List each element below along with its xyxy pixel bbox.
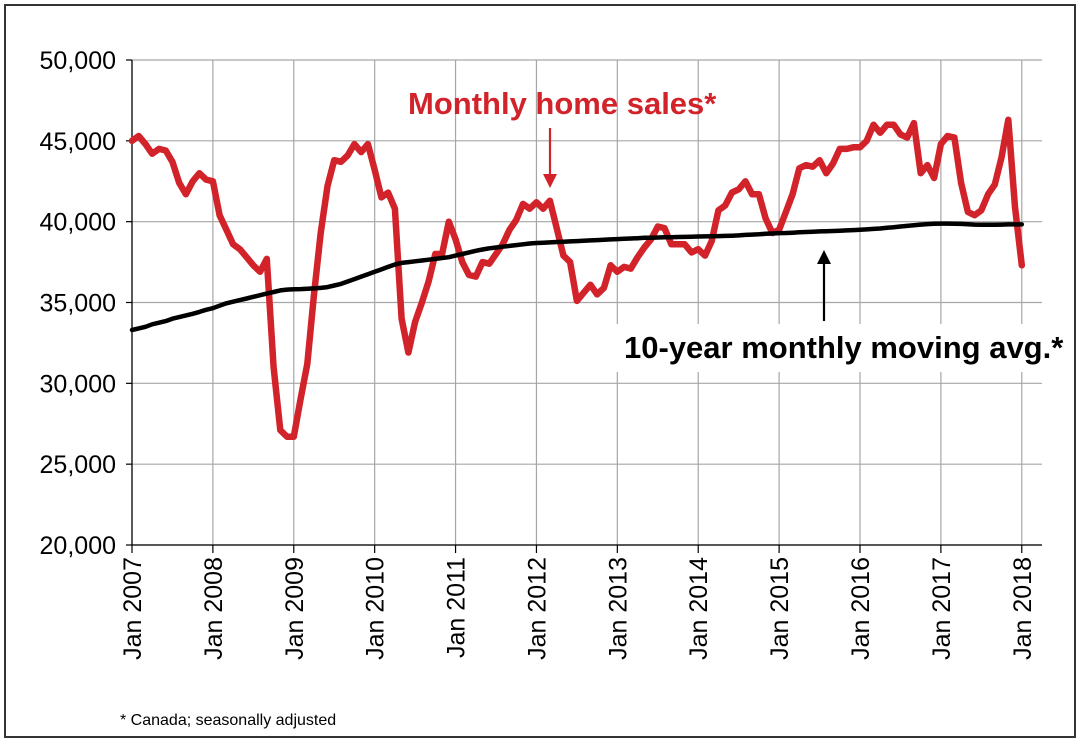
x-tick-label-11: Jan 2018 xyxy=(1009,557,1037,660)
series-line-home-sales xyxy=(128,116,1026,440)
y-tick-label-50000: 50,000 xyxy=(40,47,116,75)
y-tick-label-35000: 35,000 xyxy=(40,290,116,318)
x-tick-label-5: Jan 2012 xyxy=(523,557,551,660)
x-tick-label-8: Jan 2015 xyxy=(766,557,794,660)
x-tick-label-1: Jan 2008 xyxy=(200,557,228,660)
x-tick-label-0: Jan 2007 xyxy=(119,557,147,660)
x-tick-label-7: Jan 2014 xyxy=(685,557,713,660)
annotation-moving-avg-background xyxy=(616,324,1050,372)
chart-frame: 20,000 25,000 30,000 35,000 40,000 45,000 50,0… xyxy=(4,4,1076,738)
line-chart: 20,000 25,000 30,000 35,000 40,000 45,000 50,0… xyxy=(40,47,1065,660)
y-tick-label-40000: 40,000 xyxy=(40,209,116,237)
annotation-arrowhead-home-sales xyxy=(543,174,557,188)
y-tick-label-25000: 25,000 xyxy=(40,451,116,479)
y-tick-label-30000: 30,000 xyxy=(40,370,116,398)
annotation-moving-avg: 10-year monthly moving avg.* xyxy=(624,330,1064,365)
footnote: * Canada; seasonally adjusted xyxy=(120,712,337,729)
x-tick-label-3: Jan 2010 xyxy=(362,557,390,660)
grid xyxy=(132,59,1042,546)
y-axis-ticks: 20,000 25,000 30,000 35,000 40,000 45,000 50,0… xyxy=(40,47,116,560)
x-axis-ticks: Jan 2007 Jan 2008 Jan 2009 Jan 2010 Jan 2011… xyxy=(119,557,1037,660)
y-tick-label-20000: 20,000 xyxy=(40,532,116,560)
x-tick-label-4: Jan 2011 xyxy=(443,557,471,658)
x-tick-label-2: Jan 2009 xyxy=(281,557,309,660)
series-line-moving-avg xyxy=(129,221,1025,333)
annotation-arrowhead-moving-avg xyxy=(817,250,831,264)
x-tick-label-10: Jan 2017 xyxy=(928,557,956,660)
series-group xyxy=(128,116,1026,440)
x-tick-label-9: Jan 2016 xyxy=(847,557,875,660)
x-tick-label-6: Jan 2013 xyxy=(604,557,632,660)
annotations: Monthly home sales* 10-year monthly movi… xyxy=(408,86,1064,372)
y-tick-label-45000: 45,000 xyxy=(40,128,116,156)
annotation-home-sales: Monthly home sales* xyxy=(408,86,717,121)
